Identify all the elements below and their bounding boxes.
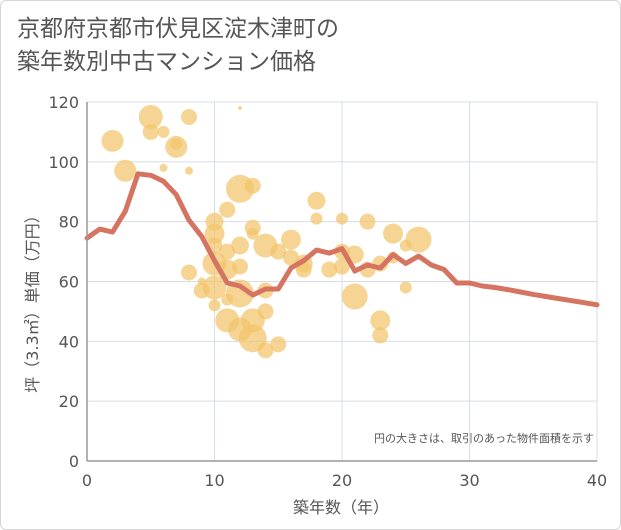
- data-bubble: [244, 177, 261, 194]
- bubbles: [101, 104, 432, 359]
- data-bubble: [219, 201, 236, 218]
- data-bubble: [232, 258, 248, 275]
- y-tick-label: 80: [59, 213, 79, 232]
- y-tick-label: 120: [48, 93, 79, 112]
- data-bubble: [321, 261, 338, 278]
- x-axis-title: 築年数（年）: [293, 498, 389, 517]
- data-bubble: [341, 283, 368, 310]
- y-tick-label: 100: [48, 153, 79, 172]
- data-bubble: [336, 212, 348, 225]
- grid-lines: [86, 101, 598, 462]
- data-bubble: [257, 342, 274, 359]
- data-bubble: [204, 223, 225, 244]
- chart-title: 京都府京都市伏見区淀木津町の 築年数別中古マンション価格: [17, 13, 339, 79]
- data-bubble: [142, 123, 159, 140]
- y-tick-label: 40: [59, 332, 79, 351]
- data-bubble: [170, 137, 183, 150]
- x-tick-label: 40: [587, 471, 607, 490]
- data-bubble: [246, 227, 259, 240]
- y-tick-label: 0: [69, 452, 79, 471]
- data-bubble: [370, 310, 391, 331]
- axes: [86, 102, 597, 462]
- data-bubble: [270, 336, 287, 353]
- data-bubble: [307, 191, 326, 210]
- x-tick-label: 10: [204, 471, 224, 490]
- data-bubble: [157, 125, 170, 138]
- data-bubble: [208, 299, 221, 312]
- data-bubble: [257, 303, 274, 320]
- data-bubble: [281, 229, 301, 250]
- data-bubble: [405, 226, 432, 253]
- data-bubble: [202, 275, 227, 300]
- data-bubble: [159, 163, 168, 172]
- data-bubble: [114, 159, 137, 182]
- data-bubble: [181, 264, 197, 281]
- average-price-line: [84, 171, 600, 308]
- chart-title-line-1: 京都府京都市伏見区淀木津町の: [17, 16, 339, 42]
- x-tick-label: 0: [82, 471, 92, 490]
- trend-line-layer: [84, 171, 600, 308]
- y-tick-label: 60: [59, 273, 79, 292]
- tick-labels: 0 10 20 30 40 0 20 40 60 80 100 120: [48, 93, 607, 490]
- x-tick-label: 30: [459, 471, 479, 490]
- chart-title-line-2: 築年数別中古マンション価格: [17, 49, 316, 75]
- data-bubble: [185, 166, 193, 175]
- data-bubble: [270, 243, 287, 260]
- data-bubble: [399, 281, 412, 294]
- data-bubble: [231, 236, 249, 255]
- size-note: 円の大きさは、取引のあった物件面積を示す: [374, 431, 594, 445]
- x-tick-label: 20: [332, 471, 352, 490]
- data-bubble: [359, 213, 376, 230]
- data-bubble: [181, 108, 197, 125]
- data-bubble: [101, 129, 124, 152]
- data-bubble: [238, 105, 242, 110]
- data-bubble: [138, 104, 163, 129]
- y-axis-title: 坪（3.3㎡）単価（万円）: [23, 207, 42, 392]
- data-bubble: [383, 223, 403, 244]
- data-bubble: [334, 258, 350, 275]
- data-bubble: [310, 212, 323, 225]
- data-bubble: [372, 327, 389, 344]
- y-tick-label: 20: [59, 392, 79, 411]
